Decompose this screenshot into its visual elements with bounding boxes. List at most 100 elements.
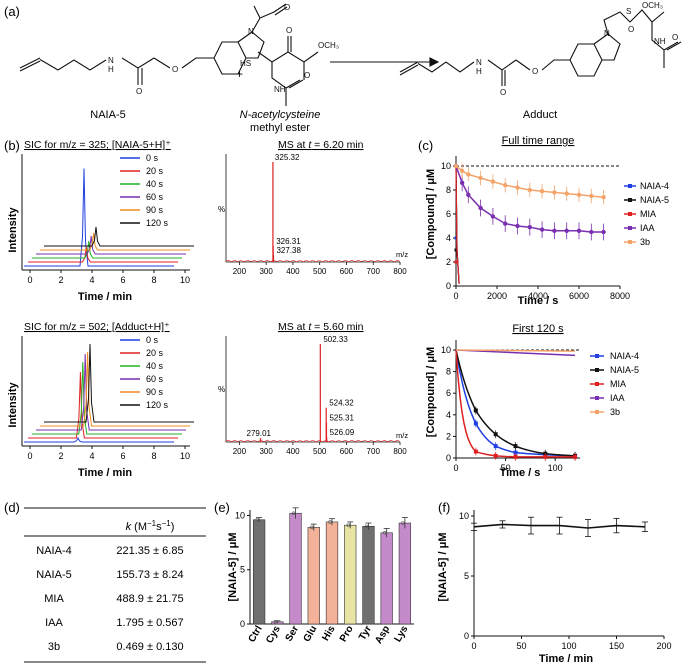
first120-legend-label-0: NAIA-4 bbox=[610, 351, 639, 361]
table-row-value-4: 0.469 ± 0.130 bbox=[116, 641, 183, 653]
sic1-trace-5 bbox=[44, 226, 194, 247]
ms1-xunit: m/z bbox=[396, 250, 408, 259]
sic1-x-ticks: 0 2 4 6 8 10 bbox=[27, 270, 190, 285]
ms2-xtick-label-2: 400 bbox=[286, 447, 300, 456]
full-ytick-label-4: 8 bbox=[446, 185, 451, 195]
full-legend-label-2: MIA bbox=[640, 209, 656, 219]
sic1-trace-3 bbox=[36, 235, 186, 255]
full-xtick-label-4: 8000 bbox=[610, 291, 630, 301]
sic1-xtick-label-0: 0 bbox=[27, 275, 32, 285]
bar-ytick-label-2: 10 bbox=[235, 510, 245, 520]
first120-title: First 120 s bbox=[512, 323, 564, 335]
full-legend-label-4: 3b bbox=[640, 237, 650, 247]
stab-xtick-label-3: 150 bbox=[609, 641, 624, 651]
first120-point-2-5 bbox=[573, 454, 578, 459]
table-rows: NAIA-4 221.35 ± 6.85 NAIA-5 155.73 ± 8.24 MI… bbox=[36, 545, 183, 653]
ms1-title: MS at t = 6.20 min bbox=[278, 139, 364, 151]
sic1-panel: SIC for m/z = 325; [NAIA-5+H]⁺ Intensity… bbox=[7, 139, 194, 303]
sic2-xtick-label-4: 8 bbox=[151, 451, 156, 461]
sic1-xtick-label-3: 6 bbox=[120, 275, 125, 285]
sic1-legend-label-5: 120 s bbox=[146, 218, 169, 228]
sic1-xtick-label-4: 8 bbox=[151, 275, 156, 285]
table-row-name-3: IAA bbox=[45, 617, 63, 629]
ms2-xtick-label-5: 700 bbox=[367, 447, 381, 456]
full-legend-marker-2 bbox=[628, 212, 632, 216]
full-axes: 0 2 4 6 8 10 0 2000 4000 6000 8000 bbox=[441, 156, 630, 301]
plus-sign: + bbox=[236, 67, 243, 81]
atom-o-4: O bbox=[286, 26, 292, 35]
full-legend-marker-0 bbox=[628, 184, 632, 188]
sic2-xtick-label-5: 10 bbox=[180, 451, 190, 461]
ms2-peaks: 279.01 502.33 524.32 525.31 526.09 bbox=[225, 335, 400, 443]
first120-ytick-label-3: 6 bbox=[446, 388, 451, 398]
first120-line-1 bbox=[455, 349, 576, 457]
atom-nh-1: NH bbox=[274, 85, 286, 94]
full-title: Full time range bbox=[502, 135, 575, 147]
stab-xtick-label-4: 200 bbox=[656, 641, 671, 651]
atom-s: S bbox=[626, 7, 631, 16]
bar-dot-4 bbox=[328, 520, 332, 524]
first120-point-0-1 bbox=[473, 421, 478, 426]
reactant2-name-1: N-acetylcysteine bbox=[240, 109, 321, 121]
bar-dot-3 bbox=[310, 525, 314, 530]
first120-line-4 bbox=[455, 349, 576, 352]
bar-dot-5 bbox=[346, 523, 350, 527]
atom-o-9: O bbox=[672, 33, 678, 42]
ms1-panel: MS at t = 6.20 min % 325.32326.31327.38 … bbox=[218, 139, 408, 276]
ms2-xtick-label-0: 200 bbox=[233, 447, 247, 456]
table-header-unit: (M bbox=[131, 521, 147, 533]
stab-xtick-label-0: 0 bbox=[471, 641, 476, 651]
table-row-name-4: 3b bbox=[48, 641, 60, 653]
ms1-xtick-label-1: 300 bbox=[259, 267, 273, 276]
sic1-xlabel: Time / min bbox=[78, 291, 132, 303]
sic1-legend-label-2: 40 s bbox=[146, 179, 164, 189]
first120-legend-marker-3 bbox=[595, 396, 599, 400]
ms1-baseline bbox=[225, 260, 400, 263]
table-row-name-1: NAIA-5 bbox=[36, 569, 71, 581]
sic1-legend: 0 s 20 s 40 s 60 s 90 s 120 s bbox=[120, 153, 169, 228]
scheme-atoms: N H O O N O HS O OCH₃ NH O N H O O N S O… bbox=[108, 1, 678, 97]
first120-legend: NAIA-4 NAIA-5 MIA IAA 3b bbox=[590, 351, 639, 417]
first120-ytick-label-0: 0 bbox=[446, 453, 451, 463]
full-ylabel: [Compound] / μM bbox=[425, 169, 437, 259]
atom-hs: HS bbox=[240, 59, 251, 68]
sic2-legend-label-4: 90 s bbox=[146, 387, 164, 397]
first120-point-0-3 bbox=[513, 450, 518, 455]
full-legend: NAIA-4 NAIA-5 MIA IAA 3b bbox=[624, 181, 669, 247]
bar-lys bbox=[398, 522, 412, 625]
first120-line-2 bbox=[455, 349, 576, 458]
full-xtick-label-1: 2000 bbox=[487, 291, 507, 301]
full-ytick-label-5: 10 bbox=[441, 161, 451, 171]
first120-ytick-label-2: 4 bbox=[446, 410, 451, 420]
full-ytick-label-2: 4 bbox=[446, 233, 451, 243]
scheme bbox=[19, 3, 682, 106]
sic1-title: SIC for m/z = 325; [NAIA-5+H]⁺ bbox=[24, 139, 171, 151]
sic2-xtick-label-1: 2 bbox=[58, 451, 63, 461]
ms2-x-ticks: 200 300 400 500 600 700 800 bbox=[233, 442, 407, 456]
first120-plot bbox=[455, 349, 580, 461]
bar-ylabel: [NAIA-5] / μM bbox=[227, 532, 239, 601]
rate-table: k (M−1s−1) NAIA-4 221.35 ± 6.85 NAIA-5 155.… bbox=[24, 507, 206, 663]
stab-xlabel: Time / min bbox=[539, 653, 593, 665]
first120-point-1-3 bbox=[513, 444, 518, 449]
first120-xtick-label-2: 100 bbox=[548, 463, 563, 473]
atom-o-2: O bbox=[172, 65, 178, 74]
bar-glu bbox=[307, 527, 320, 625]
full-legend-label-0: NAIA-4 bbox=[640, 181, 669, 191]
bar-category-0: Ctrl bbox=[247, 624, 265, 645]
kinetics-full-panel: Full time range [Compound] / μM Time / s… bbox=[425, 135, 669, 307]
table-row-value-1: 155.73 ± 8.24 bbox=[116, 569, 183, 581]
bar-ser bbox=[289, 512, 302, 625]
first120-xtick-label-1: 50 bbox=[501, 463, 511, 473]
bar-category-1: Cys bbox=[264, 624, 283, 646]
atom-n-4: N bbox=[604, 29, 610, 38]
ms1-ylabel: % bbox=[218, 205, 225, 214]
bar-dot-0 bbox=[255, 518, 259, 522]
ms2-xunit: m/z bbox=[396, 431, 408, 440]
stab-xtick-label-2: 100 bbox=[561, 641, 576, 651]
bar-category-7: Asp bbox=[373, 624, 392, 646]
sic2-xlabel: Time / min bbox=[78, 467, 132, 479]
table-row-name-0: NAIA-4 bbox=[36, 545, 71, 557]
